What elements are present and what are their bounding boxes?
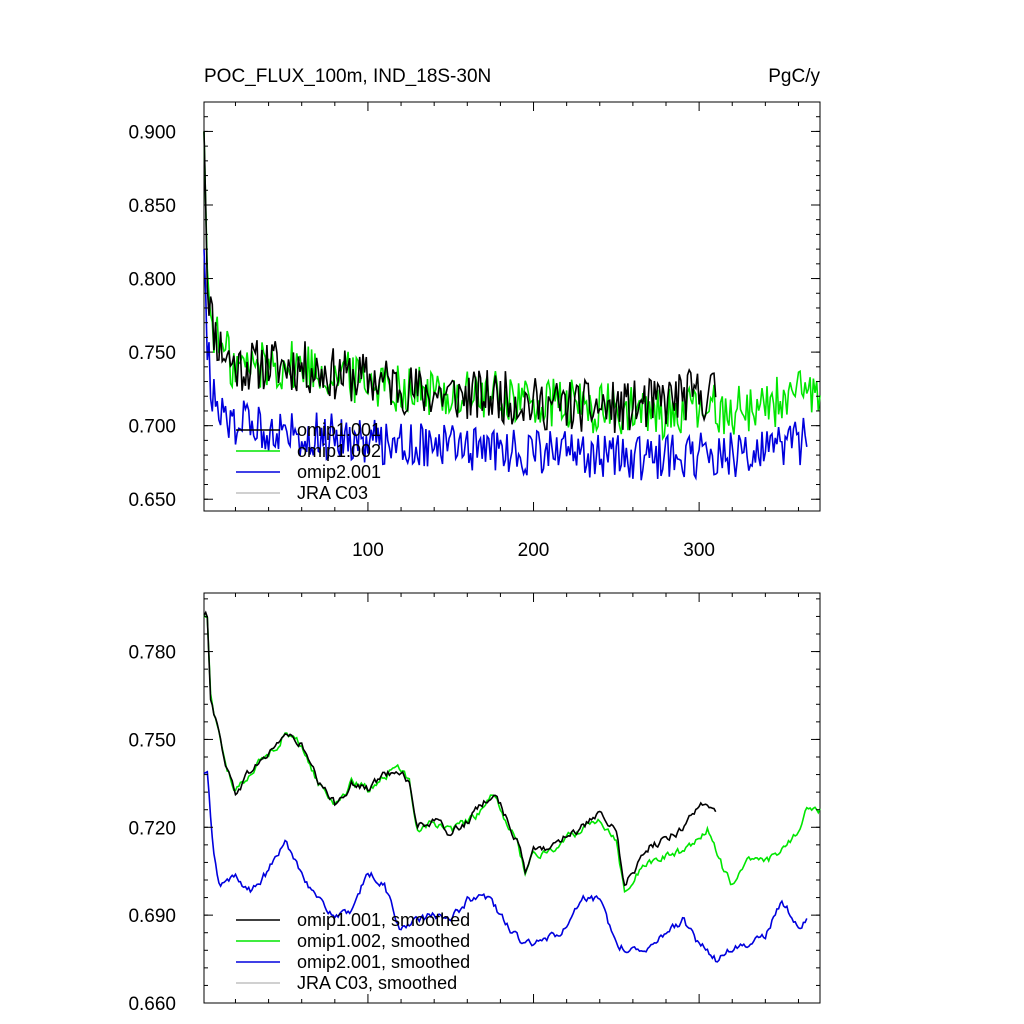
- series-line-omip1-001: [203, 131, 717, 433]
- legend-label: omip1.001: [297, 420, 381, 440]
- x-tick-label: 200: [518, 540, 550, 561]
- series-line-omip1-002: [203, 131, 821, 442]
- series-line-omip2-001-smoothed: [203, 770, 808, 963]
- legend-label: JRA C03: [297, 483, 368, 503]
- y-tick-label: 0.750: [128, 343, 176, 364]
- plot-frame-top: [203, 101, 821, 512]
- series-group-bottom: [203, 610, 821, 963]
- y-tick-label: 0.800: [128, 270, 176, 291]
- y-tick-label: 0.780: [128, 643, 176, 664]
- y-tick-label: 0.650: [128, 490, 176, 511]
- axis-ticks-top: 0.650 0.700 0.750 0.800 0.850 0.900 100 200 300: [128, 102, 820, 561]
- bottom-panel: 0.660 0.690 0.720 0.750 0.780 omip1.001, smo…: [128, 592, 821, 1015]
- y-tick-label: 0.690: [128, 906, 176, 927]
- series-line-omip1-002-smoothed: [203, 614, 821, 893]
- y-tick-label: 0.850: [128, 196, 176, 217]
- y-tick-label: 0.700: [128, 417, 176, 438]
- chart-title: POC_FLUX_100m, IND_18S-30N: [204, 66, 491, 87]
- x-tick-label: 300: [683, 540, 715, 561]
- y-tick-label: 0.900: [128, 122, 176, 143]
- plot-frame-bottom: [203, 592, 821, 1004]
- legend-label: omip1.001, smoothed: [297, 910, 470, 930]
- y-tick-label: 0.750: [128, 730, 176, 751]
- x-tick-label: 100: [352, 540, 384, 561]
- y-tick-label: 0.660: [128, 994, 176, 1015]
- y-tick-label: 0.720: [128, 818, 176, 839]
- legend-label: omip2.001: [297, 462, 381, 482]
- units-label: PgC/y: [768, 66, 820, 87]
- legend-label: omip1.002, smoothed: [297, 931, 470, 951]
- legend-label: JRA C03, smoothed: [297, 973, 457, 993]
- legend-label: omip2.001, smoothed: [297, 952, 470, 972]
- series-line-omip2-001: [203, 249, 808, 481]
- legend-label: omip1.002: [297, 441, 381, 461]
- series-group-top: [203, 131, 821, 481]
- series-line-omip1-001-smoothed: [203, 610, 717, 887]
- top-panel: POC_FLUX_100m, IND_18S-30N PgC/y 0.6500.…: [128, 66, 821, 561]
- axis-ticks-bottom: 0.660 0.690 0.720 0.750 0.780: [128, 593, 820, 1015]
